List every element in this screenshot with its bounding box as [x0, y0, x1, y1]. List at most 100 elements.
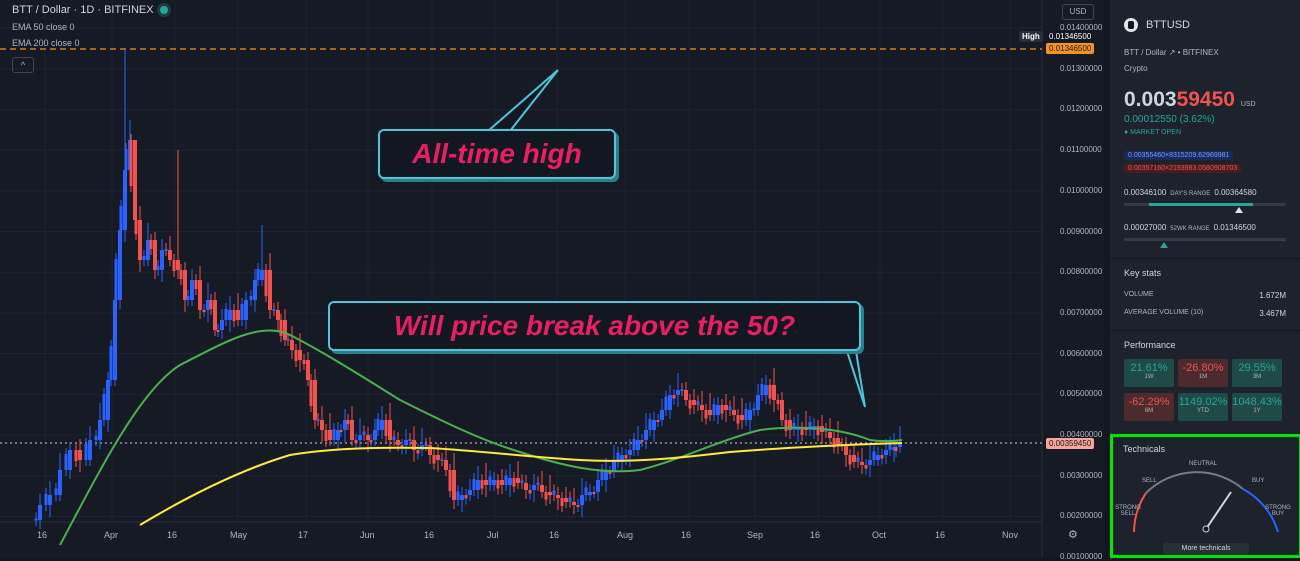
candle-body	[228, 310, 232, 320]
candle-body	[476, 480, 480, 490]
candle-body	[384, 420, 388, 436]
candle-body	[708, 410, 712, 415]
more-technicals-button[interactable]: More technicals	[1163, 543, 1249, 555]
candle-body	[644, 430, 648, 440]
candle-body	[692, 400, 696, 405]
symbol-title: BTT / Dollar · 1D · BITFINEX	[12, 4, 154, 16]
technicals-title[interactable]: Technicals	[1123, 444, 1166, 454]
candle-body	[868, 460, 872, 465]
candle-body	[328, 430, 332, 440]
candle-body	[892, 447, 896, 450]
candle-body	[480, 480, 484, 489]
candle-body	[102, 394, 106, 420]
candle-body	[264, 270, 268, 296]
time-axis-label: Apr	[104, 530, 119, 540]
technicals-widget[interactable]: Technicals NEUTRAL SELL BUY STRONG SELL …	[1110, 434, 1300, 558]
candle-body	[800, 428, 804, 435]
candle-body	[704, 410, 708, 419]
performance-cell-1y[interactable]: 1048.43% 1Y	[1232, 393, 1282, 421]
candle-body	[149, 240, 153, 249]
candle-body	[448, 470, 452, 491]
candle-body	[172, 260, 176, 271]
candle-body	[74, 450, 78, 461]
currency-button[interactable]: USD	[1062, 4, 1094, 20]
candle-body	[306, 360, 310, 380]
candle-body	[44, 494, 48, 505]
candle-body	[392, 436, 396, 440]
candle-body	[256, 269, 260, 280]
time-axis-label: 17	[298, 530, 309, 540]
performance-cell-6m[interactable]: -62.29% 6M	[1124, 393, 1174, 421]
performance-period: 6M	[1144, 408, 1154, 414]
performance-cell-1w[interactable]: 21.61% 1W	[1124, 359, 1174, 387]
candle-body	[640, 440, 644, 442]
performance-title[interactable]: Performance	[1124, 340, 1176, 350]
candle-body	[724, 405, 728, 410]
all-time-high-callout[interactable]: All-time high	[378, 129, 616, 179]
candle-body	[788, 420, 792, 430]
candle-body	[408, 439, 412, 441]
candle-body	[888, 442, 892, 450]
price-axis-label: 0.01300000	[1060, 63, 1103, 73]
chart-area[interactable]: BTT / Dollar · 1D · BITFINEX EMA 50 clos…	[0, 0, 1104, 561]
volume-value: 1.672M	[1259, 291, 1286, 300]
candle-body	[109, 346, 113, 380]
candle-body	[620, 455, 624, 462]
candle-body	[700, 405, 704, 410]
candle-body	[133, 140, 137, 220]
time-axis-label: 16	[424, 530, 435, 540]
candle-body	[276, 310, 280, 320]
candle-body	[220, 320, 224, 330]
candle-body	[716, 405, 720, 415]
break-above-50-callout[interactable]: Will price break above the 50?	[328, 301, 861, 351]
candle-body	[636, 440, 640, 450]
ema50-legend[interactable]: EMA 50 close 0	[12, 22, 75, 32]
candle-body	[119, 206, 123, 230]
candle-body	[680, 389, 684, 391]
price-chart-svg[interactable]	[0, 0, 1104, 557]
candle-body	[520, 480, 524, 483]
candle-body	[106, 380, 110, 420]
symbol-header: BTTUSD	[1124, 18, 1190, 32]
candle-body	[884, 450, 888, 455]
candle-body	[684, 390, 688, 400]
candle-body	[600, 470, 604, 480]
candle-body	[354, 440, 358, 444]
performance-cell-1m[interactable]: -26.80% 1M	[1178, 359, 1228, 387]
price-axis-label: 0.00800000	[1060, 267, 1103, 277]
day-range-bar	[1124, 203, 1286, 206]
candle-body	[676, 390, 680, 395]
candle-body	[48, 495, 52, 505]
key-stats-title[interactable]: Key stats	[1124, 268, 1162, 278]
candle-body	[38, 505, 42, 520]
symbol-subtitle[interactable]: BTT / Dollar ↗ • BITFINEX	[1124, 48, 1219, 57]
ema200-legend[interactable]: EMA 200 close 0	[12, 38, 80, 48]
candle-body	[98, 420, 102, 440]
candle-body	[358, 435, 362, 440]
candle-body	[568, 497, 572, 502]
candle-body	[320, 420, 324, 430]
candle-body	[440, 459, 444, 461]
candle-body	[272, 309, 276, 311]
gauge-strong-buy-label: STRONG BUY	[1265, 505, 1291, 517]
collapse-legend-button[interactable]: ^	[12, 57, 34, 73]
candle-body	[856, 457, 860, 462]
52wk-range: 0.00027000 52WK RANGE 0.01346500	[1124, 223, 1286, 232]
performance-period: 3M	[1252, 374, 1262, 380]
performance-cell-3m[interactable]: 29.55% 3M	[1232, 359, 1282, 387]
candle-body	[244, 300, 248, 320]
candle-body	[784, 420, 788, 431]
candle-body	[343, 420, 347, 430]
time-axis-label: 16	[681, 530, 692, 540]
candle-body	[412, 440, 416, 450]
candle-body	[668, 395, 672, 410]
day-range-marker-icon	[1235, 207, 1243, 213]
candle-body	[123, 170, 127, 230]
candle-body	[648, 419, 652, 430]
settings-gear-icon[interactable]: ⚙	[1068, 529, 1078, 541]
candle-body	[424, 444, 428, 446]
symbol-name[interactable]: BTTUSD	[1146, 19, 1190, 31]
market-status-dot	[159, 6, 168, 14]
performance-cell-ytd[interactable]: 1149.02% YTD	[1178, 393, 1228, 421]
candle-body	[346, 420, 350, 424]
